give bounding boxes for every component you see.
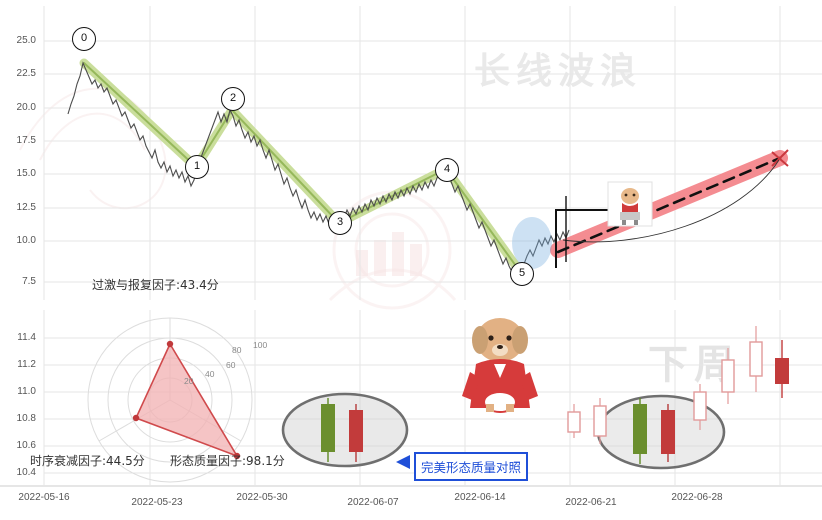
left-pattern-ellipse	[281, 392, 409, 468]
impulse-factor-label: 过激与报复因子:43.4分	[92, 278, 219, 292]
radar-tick-100: 100	[253, 340, 268, 350]
right-sample-candles	[567, 326, 789, 464]
compare-arrow	[396, 455, 410, 469]
radar-vertex-dots	[132, 340, 241, 460]
wave5-highlight-ellipse	[512, 217, 552, 269]
x-tick-0: 2022-05-16	[18, 492, 70, 503]
y-tick-lower-5: 10.4	[16, 467, 36, 478]
wave-point-5[interactable]: 5	[510, 262, 534, 286]
y-tick-upper-7: 7.5	[22, 276, 36, 287]
wave-point-3[interactable]: 3	[328, 211, 352, 235]
projection-endpoint-marker	[771, 149, 789, 167]
x-tick-6: 2022-06-28	[671, 492, 723, 503]
wave-point-4[interactable]: 4	[435, 158, 459, 182]
wave-point-0[interactable]: 0	[72, 27, 96, 51]
radar-polygon	[134, 342, 239, 458]
y-tick-lower-3: 10.8	[16, 413, 36, 424]
y-tick-lower-4: 10.6	[16, 440, 36, 451]
x-tick-1: 2022-05-23	[131, 497, 183, 508]
time-decay-factor-label: 时序衰减因子:44.5分	[30, 454, 145, 468]
y-tick-upper-4: 15.0	[16, 168, 36, 179]
y-tick-upper-3: 17.5	[16, 135, 36, 146]
projection-dashed-line	[556, 156, 782, 254]
radar-tick-80: 80	[232, 345, 242, 355]
y-tick-upper-1: 22.5	[16, 68, 36, 79]
y-tick-upper-5: 12.5	[16, 202, 36, 213]
y-tick-upper-2: 20.0	[16, 102, 36, 113]
x-tick-3: 2022-06-07	[347, 497, 399, 508]
mascot-sticker-large	[462, 318, 538, 413]
y-tick-lower-1: 11.2	[17, 359, 36, 370]
left-sample-candles	[321, 398, 363, 462]
x-tick-5: 2022-06-21	[565, 497, 617, 508]
perfect-pattern-compare-box: 完美形态质量对照	[414, 452, 529, 481]
grid-upper	[43, 6, 822, 300]
y-tick-lower-0: 11.4	[17, 332, 36, 343]
y-tick-upper-0: 25.0	[16, 35, 36, 46]
x-tick-4: 2022-06-14	[454, 492, 506, 503]
wave-point-1[interactable]: 1	[185, 155, 209, 179]
y-tick-upper-6: 10.0	[16, 235, 36, 246]
radar-tick-40: 40	[205, 369, 215, 379]
projection-arc	[562, 159, 780, 243]
radar-tick-60: 60	[226, 360, 236, 370]
wave-point-2[interactable]: 2	[221, 87, 245, 111]
x-tick-2: 2022-05-30	[236, 492, 288, 503]
callout-bracket	[555, 209, 616, 268]
price-line	[67, 61, 570, 274]
mascot-sticker-small	[607, 181, 653, 227]
radar-tick-20: 20	[184, 376, 194, 386]
y-tick-lower-2: 11.0	[17, 386, 36, 397]
pattern-quality-factor-label: 形态质量因子:98.1分	[170, 454, 285, 468]
